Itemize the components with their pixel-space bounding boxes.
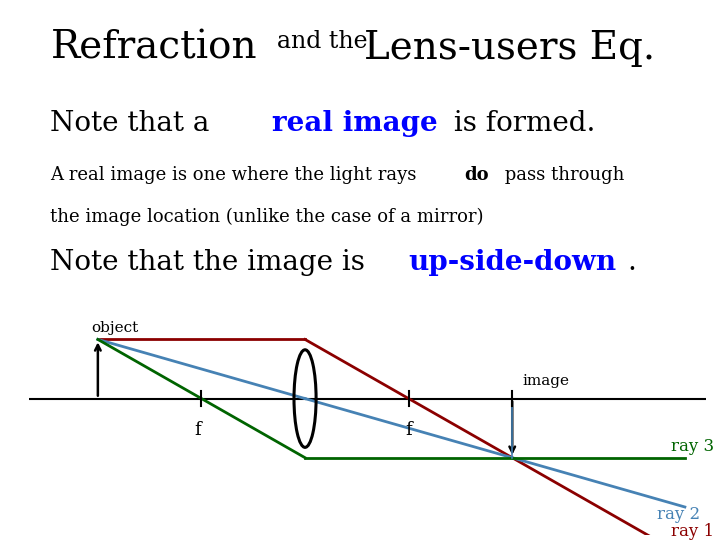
Text: .: . — [628, 249, 636, 276]
Text: image: image — [523, 374, 570, 388]
Text: real image: real image — [272, 110, 438, 137]
Text: A real image is one where the light rays: A real image is one where the light rays — [50, 166, 423, 184]
Text: and the: and the — [277, 30, 368, 53]
Text: ray 3: ray 3 — [671, 438, 714, 455]
Text: Note that a: Note that a — [50, 110, 219, 137]
Text: is formed.: is formed. — [445, 110, 595, 137]
Text: object: object — [91, 321, 138, 335]
Text: Lens-users Eq.: Lens-users Eq. — [364, 30, 654, 67]
Text: up-side-down: up-side-down — [408, 249, 616, 276]
Text: Note that the image is: Note that the image is — [50, 249, 374, 276]
Text: f: f — [194, 421, 202, 439]
Text: ray 2: ray 2 — [657, 506, 701, 523]
Text: Refraction: Refraction — [50, 30, 257, 67]
Text: ray 1: ray 1 — [671, 523, 714, 540]
Text: f: f — [405, 421, 412, 439]
Text: pass through: pass through — [499, 166, 624, 184]
Text: the image location (unlike the case of a mirror): the image location (unlike the case of a… — [50, 208, 484, 226]
Text: do: do — [464, 166, 489, 184]
